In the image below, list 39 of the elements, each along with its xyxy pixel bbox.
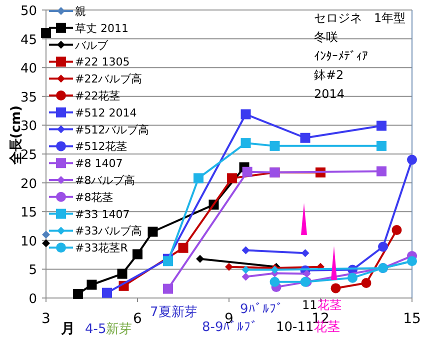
legend-label: #8バルブ高 — [75, 174, 136, 187]
x-tick-label: 15 — [403, 311, 421, 327]
legend-label: 親 — [75, 5, 86, 18]
y-tick-label: 15 — [20, 206, 37, 221]
annotation: 鉢#2 — [314, 68, 344, 82]
text: 7夏新芽 — [150, 305, 198, 320]
y-tick-label: 5 — [28, 263, 37, 278]
legend-label: #512花茎 — [75, 140, 128, 154]
legend-label: #22バルブ高 — [75, 72, 142, 86]
legend-label: #33 1407 — [75, 208, 130, 221]
legend-label: #512 2014 — [75, 106, 137, 120]
text: 4-5新芽 — [85, 322, 132, 337]
text: 9ﾊﾞﾙﾌﾞ — [240, 302, 284, 317]
y-tick-label: 10 — [20, 234, 37, 250]
legend-label: #33バルブ高 — [75, 224, 142, 238]
legend-label: #22 1305 — [75, 56, 130, 69]
legend-label: バルブ — [74, 38, 109, 52]
y-tick-label: 35 — [20, 90, 37, 106]
x-tick-label: 6 — [133, 311, 142, 327]
y-tick-label: 25 — [20, 148, 37, 163]
x-axis-title: 月 — [60, 321, 75, 337]
legend-label: #8 1407 — [75, 157, 123, 170]
annotation: セロジネ 1年型 — [314, 11, 406, 25]
y-tick-label: 20 — [20, 176, 37, 192]
legend-label: #8花茎 — [75, 190, 114, 204]
legend-label: #33花茎R — [75, 242, 128, 255]
y-tick-label: 45 — [20, 32, 37, 48]
annotation: 冬咲 — [314, 30, 338, 44]
y-tick-label: 0 — [28, 292, 37, 307]
legend-label: #512バルブ高 — [75, 123, 150, 136]
y-tick-label: 50 — [20, 4, 37, 19]
annotation: ｲﾝﾀｰﾒﾃﾞｨｱ — [314, 49, 368, 63]
annotation: 2014 — [314, 87, 345, 101]
legend-label: 草丈 2011 — [75, 22, 128, 35]
y-tick-label: 40 — [20, 62, 37, 77]
legend-label: #22花茎 — [75, 90, 120, 102]
y-tick-label: 30 — [20, 119, 37, 134]
annotation: 11花茎 — [302, 298, 342, 312]
x-tick-label: 3 — [42, 311, 50, 327]
